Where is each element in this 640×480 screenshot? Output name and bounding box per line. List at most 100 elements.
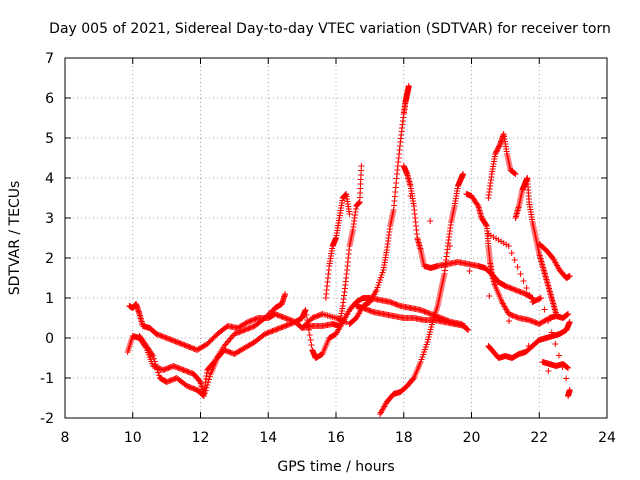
data-point bbox=[553, 311, 560, 317]
y-tick-label: 1 bbox=[45, 291, 54, 307]
series-15 bbox=[539, 359, 572, 371]
data-point bbox=[512, 171, 519, 177]
y-tick-label: -2 bbox=[40, 411, 54, 427]
data-point bbox=[461, 323, 468, 329]
y-tick-label: -1 bbox=[40, 371, 54, 387]
data-point bbox=[205, 379, 212, 386]
x-tick-label: 24 bbox=[598, 430, 616, 446]
x-tick-label: 8 bbox=[61, 430, 70, 446]
data-point bbox=[150, 355, 157, 362]
x-tick-label: 10 bbox=[124, 430, 142, 446]
data-point bbox=[154, 366, 161, 373]
data-point bbox=[306, 332, 313, 338]
data-point bbox=[548, 329, 555, 336]
series-6 bbox=[346, 83, 412, 327]
data-point bbox=[565, 393, 572, 399]
series-11 bbox=[485, 131, 519, 201]
y-tick-label: 3 bbox=[45, 211, 54, 227]
data-point bbox=[405, 83, 412, 89]
y-tick-label: 6 bbox=[45, 91, 54, 107]
data-point bbox=[466, 268, 473, 274]
data-point bbox=[308, 342, 315, 348]
x-tick-label: 14 bbox=[259, 430, 277, 446]
x-tick-label: 16 bbox=[327, 430, 345, 446]
data-point bbox=[205, 376, 212, 383]
data-point bbox=[346, 211, 353, 217]
data-point bbox=[545, 318, 552, 324]
plot-frame bbox=[64, 57, 608, 419]
data-point bbox=[304, 317, 311, 323]
data-point bbox=[552, 341, 559, 347]
data-point bbox=[483, 222, 490, 228]
data-point bbox=[150, 353, 157, 359]
data-point bbox=[202, 387, 209, 394]
data-point bbox=[203, 384, 210, 391]
data-point bbox=[563, 375, 570, 382]
data-points bbox=[124, 83, 573, 417]
x-axis-title: GPS time / hours bbox=[277, 459, 394, 475]
series-16 bbox=[407, 193, 573, 399]
x-tick-label: 20 bbox=[463, 430, 481, 446]
series-14 bbox=[485, 319, 573, 361]
data-point bbox=[465, 327, 472, 333]
data-point bbox=[446, 243, 453, 249]
data-point bbox=[407, 193, 414, 199]
data-point bbox=[525, 343, 532, 349]
data-point bbox=[545, 368, 552, 374]
data-point bbox=[526, 292, 533, 298]
data-point bbox=[243, 319, 250, 326]
data-point bbox=[152, 361, 159, 368]
data-point bbox=[541, 306, 548, 313]
series-4 bbox=[322, 191, 353, 301]
data-point bbox=[201, 390, 208, 397]
data-point bbox=[303, 312, 310, 318]
data-point bbox=[358, 163, 365, 169]
series-8 bbox=[377, 171, 467, 417]
data-point bbox=[151, 358, 158, 365]
data-point bbox=[555, 352, 562, 359]
data-point bbox=[511, 257, 518, 263]
data-point bbox=[307, 337, 314, 343]
y-tick-label: 4 bbox=[45, 171, 54, 187]
data-point bbox=[460, 171, 467, 177]
series-12 bbox=[512, 175, 560, 317]
data-point bbox=[464, 326, 471, 333]
data-point bbox=[156, 372, 163, 379]
data-point bbox=[153, 364, 160, 370]
data-point bbox=[282, 291, 289, 297]
series-5 bbox=[299, 163, 365, 331]
y-tick-label: 7 bbox=[45, 51, 54, 67]
x-tick-label: 18 bbox=[395, 430, 413, 446]
data-point bbox=[566, 319, 573, 325]
data-point bbox=[520, 278, 527, 284]
data-point bbox=[537, 295, 544, 301]
x-tick-label: 22 bbox=[530, 430, 548, 446]
data-point bbox=[155, 369, 162, 376]
data-point bbox=[566, 273, 573, 279]
data-point bbox=[505, 318, 512, 324]
y-tick-label: 0 bbox=[45, 331, 54, 347]
data-point bbox=[474, 201, 481, 208]
data-point bbox=[200, 393, 207, 399]
y-tick-label: 2 bbox=[45, 251, 54, 267]
series-1 bbox=[126, 301, 350, 353]
data-point bbox=[508, 250, 515, 256]
data-point bbox=[565, 311, 572, 317]
data-point bbox=[204, 382, 211, 388]
data-point bbox=[486, 293, 493, 299]
data-point bbox=[427, 218, 434, 224]
data-point bbox=[565, 365, 572, 371]
x-tick-label: 12 bbox=[192, 430, 210, 446]
data-point bbox=[517, 271, 524, 277]
y-tick-label: 5 bbox=[45, 131, 54, 147]
data-point bbox=[559, 364, 566, 370]
data-point bbox=[302, 307, 309, 313]
data-point bbox=[149, 351, 156, 358]
data-point bbox=[523, 285, 530, 291]
series-9 bbox=[400, 163, 536, 301]
data-point bbox=[206, 373, 213, 380]
series-13 bbox=[536, 241, 573, 281]
data-point bbox=[505, 243, 512, 249]
